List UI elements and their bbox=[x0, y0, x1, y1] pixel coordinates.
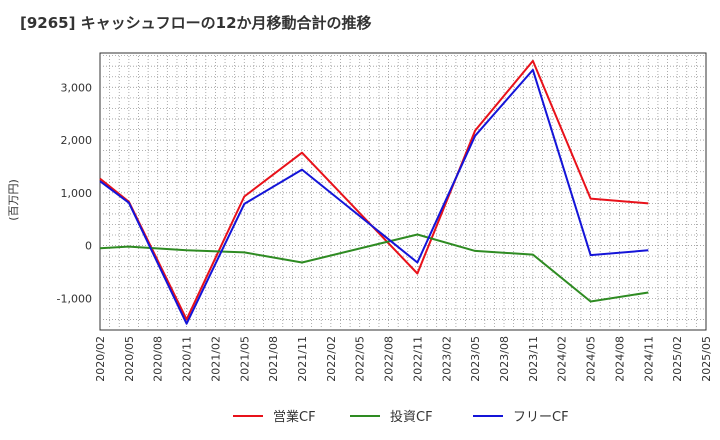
x-tick-label: 2021/02 bbox=[209, 336, 222, 382]
grid-layer bbox=[100, 53, 706, 330]
x-tick-label: 2024/11 bbox=[642, 336, 655, 382]
x-tick-label: 2024/05 bbox=[585, 336, 598, 382]
x-tick-label: 2021/11 bbox=[296, 336, 309, 382]
x-tick-label: 2021/08 bbox=[267, 336, 280, 382]
series-layer bbox=[99, 59, 649, 325]
legend-label: フリーCF bbox=[513, 410, 569, 425]
series-line bbox=[99, 59, 649, 321]
y-tick-label: -1,000 bbox=[57, 292, 92, 305]
x-tick-label: 2020/05 bbox=[123, 336, 136, 382]
x-tick-label: 2023/02 bbox=[440, 336, 453, 382]
chart-title: [9265] キャッシュフローの12か月移動合計の推移 bbox=[20, 14, 372, 32]
plot-frame bbox=[99, 52, 707, 331]
x-tick-label: 2022/02 bbox=[325, 336, 338, 382]
axis-layer: -1,000 0 1,000 2,000 3,000 2020/02 2020/05 2020… bbox=[57, 81, 713, 381]
plot-area bbox=[99, 52, 707, 331]
x-tick-label: 2022/05 bbox=[354, 336, 367, 382]
x-tick-label: 2023/11 bbox=[527, 336, 540, 382]
series-line bbox=[99, 233, 649, 303]
y-tick-label: 1,000 bbox=[61, 187, 93, 200]
x-tick-label: 2023/05 bbox=[469, 336, 482, 382]
x-tick-label: 2024/08 bbox=[613, 336, 626, 382]
legend-label: 営業CF bbox=[273, 409, 316, 425]
x-tick-label: 2022/11 bbox=[411, 336, 424, 382]
y-tick-label: 2,000 bbox=[61, 134, 93, 147]
x-tick-label: 2022/08 bbox=[383, 336, 396, 382]
x-tick-label: 2021/05 bbox=[238, 336, 251, 382]
series-line bbox=[99, 68, 649, 325]
x-tick-label: 2025/05 bbox=[700, 336, 713, 382]
x-tick-label: 2025/02 bbox=[671, 336, 684, 382]
x-tick-label: 2020/02 bbox=[94, 336, 107, 382]
y-axis-label: (百万円) bbox=[7, 179, 20, 221]
x-tick-label: 2020/11 bbox=[181, 336, 194, 382]
legend: 営業CF 投資CF フリーCF bbox=[233, 409, 569, 425]
y-tick-label: 3,000 bbox=[61, 81, 93, 94]
x-tick-label: 2023/08 bbox=[498, 336, 511, 382]
y-tick-label: 0 bbox=[85, 240, 92, 253]
x-tick-label: 2024/02 bbox=[556, 336, 569, 382]
legend-label: 投資CF bbox=[390, 409, 433, 425]
x-tick-label: 2020/08 bbox=[152, 336, 165, 382]
